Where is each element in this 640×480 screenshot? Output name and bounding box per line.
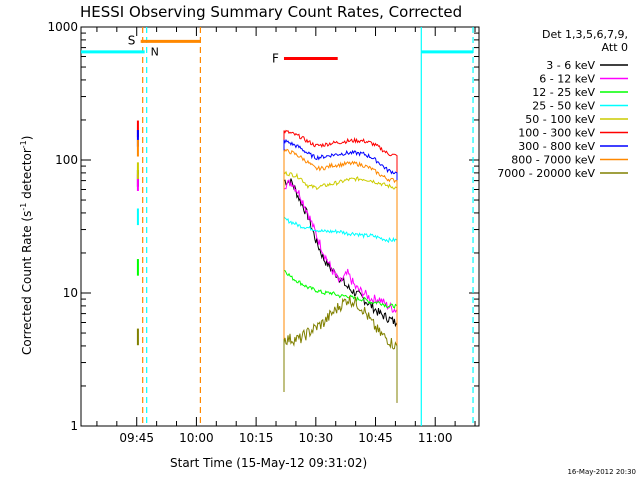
saa-marker-label: S (128, 33, 136, 47)
series-line (283, 215, 398, 403)
x-axis: 09:45 10:00 10:15 10:30 10:45 11:00 (96, 27, 476, 445)
series-line (283, 138, 398, 403)
x-tick-label: 09:45 (119, 431, 154, 445)
date-stamp: 16-May-2012 20:30 (567, 468, 636, 476)
y-tick-label: 1 (70, 419, 78, 433)
x-tick-label: 10:15 (239, 431, 274, 445)
legend-label: 50 - 100 keV (525, 113, 595, 126)
x-tick-label: 10:30 (299, 431, 334, 445)
legend-label: 6 - 12 keV (539, 73, 595, 86)
series-line (283, 179, 398, 403)
legend-label: 3 - 6 keV (546, 59, 595, 72)
y-tick-label: 10 (63, 286, 78, 300)
night-marker-label: N (151, 45, 159, 58)
legend-header-detectors: Det 1,3,5,6,7,9, (542, 28, 628, 41)
x-tick-label: 11:00 (418, 431, 453, 445)
chart-title: HESSI Observing Summary Count Rates, Cor… (80, 3, 462, 21)
y-tick-label: 100 (55, 153, 78, 167)
series-line (283, 129, 398, 403)
y-axis-label: Corrected Count Rate (s-1 detector-1) (19, 136, 34, 355)
legend-label: 300 - 800 keV (518, 140, 595, 153)
y-tick-label: 1000 (47, 20, 78, 34)
legend-label: 800 - 7000 keV (511, 154, 595, 167)
series-line (283, 269, 398, 403)
legend-label: 100 - 300 keV (518, 127, 595, 140)
series-layer (136, 120, 398, 403)
x-axis-label: Start Time (15-May-12 09:31:02) (170, 456, 367, 470)
flare-marker-label: F (272, 51, 279, 65)
plot-frame (80, 26, 480, 427)
observation-markers: S N F (81, 27, 474, 426)
series-line (283, 295, 398, 403)
legend-label: 7000 - 20000 keV (497, 167, 595, 180)
legend-label: 25 - 50 keV (532, 100, 595, 113)
legend-header-attenuator: Att 0 (602, 41, 628, 54)
x-tick-label: 10:45 (358, 431, 393, 445)
series-line (283, 178, 398, 403)
legend-label: 12 - 25 keV (532, 86, 595, 99)
x-tick-label: 10:00 (179, 431, 214, 445)
y-axis: 1 10 100 1000 (47, 20, 479, 433)
series-line (283, 148, 398, 403)
series-line (283, 170, 398, 403)
